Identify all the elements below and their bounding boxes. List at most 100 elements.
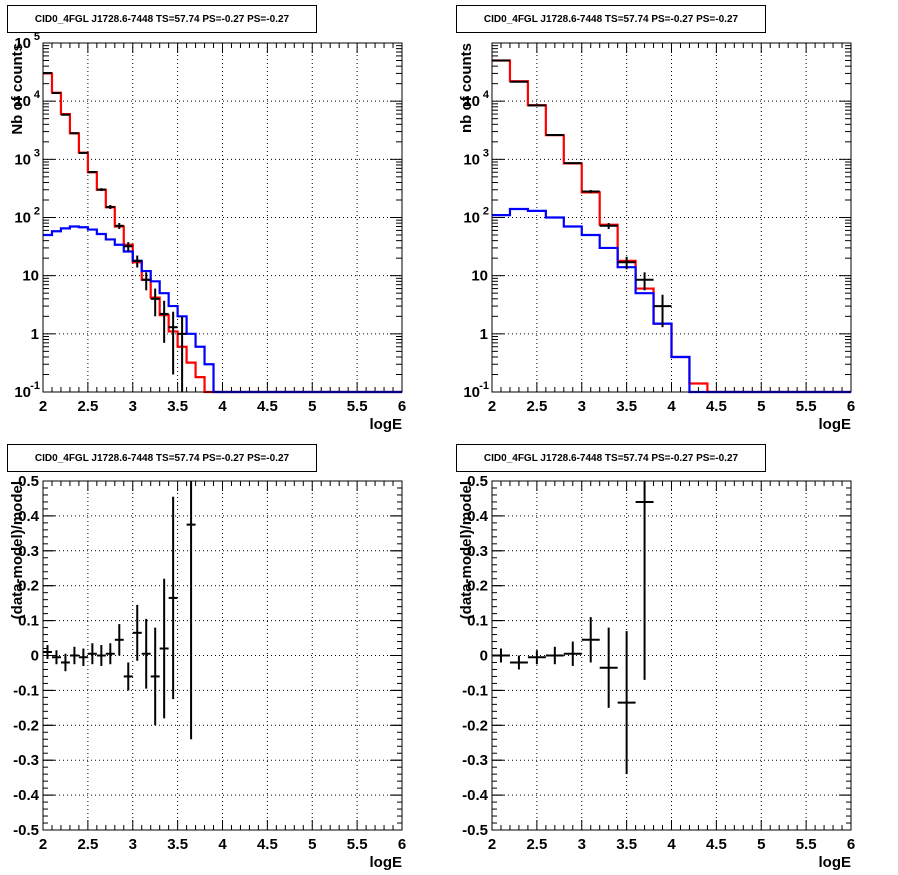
data-point [123,662,133,691]
y-tick-exponent: 3 [483,147,489,159]
y-tick-text: 0 [31,648,39,665]
data-point [60,113,70,116]
y-tick-label: -0.4 [462,787,489,804]
data-point [69,132,79,135]
y-tick-label: 0.5 [467,473,488,490]
x-axis-label: logE [819,416,852,433]
data-point [581,617,600,663]
y-tick-label: 0.1 [467,613,488,630]
data-point [96,188,106,192]
y-tick-label: 10 4 [14,89,41,110]
data-point [114,222,124,229]
data-point [545,646,564,665]
y-tick-label: 10 5 [14,31,40,52]
y-tick-text: 0.2 [467,578,488,595]
y-tick-base: 10 [463,151,480,168]
x-tick-label: 5.5 [347,398,368,415]
data-point [599,627,618,708]
data-point [159,578,169,719]
x-tick-label: 2.5 [526,836,547,853]
x-tick-label: 2 [488,398,496,415]
x-tick-label: 4 [218,398,227,415]
y-tick-base: 10 [463,384,480,401]
y-tick-exponent: 3 [34,147,40,159]
bottom-right-panel: 2 2.5 3 3.5 4 4.5 5 5.5 6 -0.5 -0.4 -0.3 -0.2 -0.1 0 0.… [449,437,898,875]
plot-svg: 2 2.5 3 3.5 4 4.5 5 5.5 6 -0.5 -0.4 -0.3 -0.2 -0.1 0 0.… [9,473,406,871]
x-tick-label: 4.5 [706,398,727,415]
top-left-panel: 2 2.5 3 3.5 4 4.5 5 5.5 6 10 -1 1 10 10 2 10 3 10 4 10 5 logE… [0,0,449,437]
chart-title: CID0_4FGL J1728.6-7448 TS=57.74 PS=-0.27… [456,5,766,33]
y-tick-label: -0.3 [462,752,488,769]
data-point [78,648,88,666]
data-point [132,255,142,268]
x-axis-label: logE [370,416,403,433]
data-point [492,648,510,663]
y-tick-label: -0.5 [462,822,488,839]
y-tick-label: 10 [471,268,488,285]
y-tick-label: 0.5 [18,473,39,490]
y-tick-base: 10 [14,384,31,401]
y-tick-text: -0.4 [462,787,489,804]
data-points-series [43,71,187,392]
x-tick-label: 3.5 [616,398,637,415]
x-axis-label: logE [370,854,403,871]
y-tick-label: 0.2 [18,578,39,595]
data-points-series [43,481,196,740]
y-tick-label: 10 3 [463,147,489,168]
data-point [563,641,582,666]
y-tick-text: 0.1 [18,613,39,630]
x-tick-label: 5.5 [796,836,817,853]
x-tick-label: 4.5 [257,398,278,415]
data-point [168,496,178,700]
y-tick-text: 0.4 [467,508,489,525]
y-tick-text: -0.3 [462,752,488,769]
y-axis-label: nb of counts [458,43,475,133]
data-point [635,481,654,680]
data-point [527,650,546,665]
x-tick-label: 2.5 [77,836,98,853]
x-tick-label: 2 [488,836,496,853]
x-tick-label: 4 [218,836,227,853]
y-tick-text: -0.5 [13,822,39,839]
data-point [599,222,618,229]
data-point [69,646,79,665]
x-tick-label: 4 [667,836,676,853]
y-tick-label: 1 [480,326,488,343]
x-tick-label: 2 [39,836,47,853]
x-tick-label: 2 [39,398,47,415]
x-axis-label: logE [819,854,852,871]
data-point [159,300,169,343]
data-point [653,294,672,328]
y-tick-label: 1 [31,326,39,343]
data-point [132,604,142,661]
y-tick-text: 0.3 [467,543,488,560]
data-point [563,162,582,165]
data-point [105,205,115,210]
y-tick-text: 1 [480,326,488,343]
data-point [114,624,124,656]
y-tick-text: -0.3 [13,752,39,769]
y-tick-text: -0.4 [13,787,40,804]
y-tick-exponent: -1 [479,380,489,392]
y-tick-text: 0 [480,648,488,665]
y-tick-label: 0.2 [467,578,488,595]
grid [492,481,851,830]
data-point [581,190,600,194]
data-point [150,288,160,317]
data-points-series [492,481,654,775]
x-tick-label: 3.5 [167,836,188,853]
y-tick-exponent: 2 [483,206,489,218]
y-tick-label: 10 -1 [463,380,489,401]
data-point [96,645,106,666]
ticks [491,43,852,393]
x-tick-label: 5 [757,398,765,415]
y-tick-exponent: -1 [30,380,40,392]
data-point [105,643,115,665]
data-point [78,151,88,154]
y-tick-label: 0 [480,648,488,665]
y-axis-label: (data-model)/model [458,481,475,619]
x-tick-label: 6 [847,836,855,853]
y-tick-text: -0.5 [462,822,488,839]
y-tick-label: 10 [22,268,39,285]
y-tick-text: 10 [471,268,488,285]
